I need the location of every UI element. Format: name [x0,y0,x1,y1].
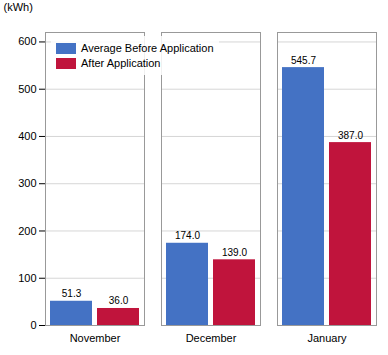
svg-text:100: 100 [18,272,36,284]
svg-text:139.0: 139.0 [222,247,247,258]
svg-text:December: December [186,332,237,344]
svg-text:500: 500 [18,83,36,95]
svg-text:(kWh): (kWh) [4,1,33,13]
svg-text:51.3: 51.3 [62,288,82,299]
svg-text:300: 300 [18,177,36,189]
svg-text:174.0: 174.0 [175,230,200,241]
html-text:After Application: After Application [81,57,161,69]
svg-text:36.0: 36.0 [109,295,129,306]
svg-text:November: November [70,332,121,344]
svg-text:400: 400 [18,130,36,142]
svg-text:545.7: 545.7 [291,55,316,66]
svg-text:200: 200 [18,225,36,237]
svg-text:0: 0 [30,319,36,331]
svg-text:January: January [307,332,347,344]
svg-text:387.0: 387.0 [338,130,363,141]
svg-text:600: 600 [18,35,36,47]
html-text:Average Before Application: Average Before Application [81,42,214,54]
